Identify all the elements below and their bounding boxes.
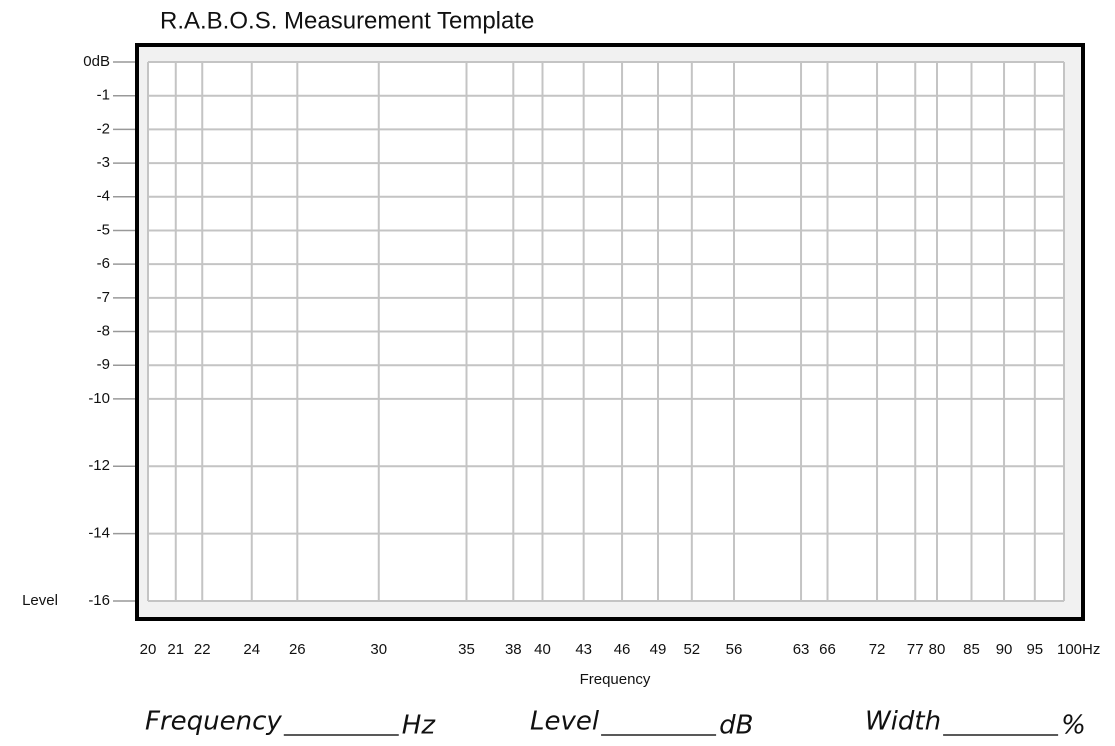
- field-unit: %: [1061, 711, 1086, 741]
- field-label: Width: [865, 707, 941, 737]
- x-axis-label: Frequency: [580, 671, 651, 688]
- y-tick-label: -2: [97, 120, 110, 137]
- y-tick-label: -14: [88, 525, 110, 542]
- field-label: Level: [530, 707, 600, 737]
- x-tick-label: 40: [534, 641, 551, 658]
- x-tick-label: 63: [793, 641, 810, 658]
- x-tick-label: 100Hz: [1057, 641, 1100, 658]
- x-tick-label: 38: [505, 641, 522, 658]
- y-tick-label: -5: [97, 221, 110, 238]
- x-tick-label: 30: [370, 641, 387, 658]
- y-tick-label: -9: [97, 356, 110, 373]
- field-unit: Hz: [402, 711, 437, 741]
- x-tick-label: 26: [289, 641, 306, 658]
- x-tick-label: 20: [140, 641, 157, 658]
- y-tick-label: -16: [88, 592, 110, 609]
- y-axis-label: Level: [22, 592, 58, 609]
- plot-frame: [135, 43, 1085, 621]
- y-tick-label: -6: [97, 255, 110, 272]
- y-tick-label: -12: [88, 457, 110, 474]
- field-unit: dB: [719, 711, 753, 741]
- x-tick-label: 52: [683, 641, 700, 658]
- x-tick-label: 24: [243, 641, 260, 658]
- x-tick-label: 72: [869, 641, 886, 658]
- x-tick-label: 66: [819, 641, 836, 658]
- grid: 0dB -1 -2 -3 -4 -5 -6 -7 -8 -9 -10 -12 -14 -16 20 21 22 2…: [83, 53, 1100, 658]
- x-tick-label: 90: [996, 641, 1013, 658]
- x-tick-label: 22: [194, 641, 211, 658]
- x-tick-label: 80: [929, 641, 946, 658]
- x-tick-label: 43: [575, 641, 592, 658]
- x-tick-label: 95: [1026, 641, 1043, 658]
- y-tick-label: 0dB: [83, 53, 110, 70]
- y-tick-label: -8: [97, 322, 110, 339]
- x-tick-label: 46: [614, 641, 631, 658]
- x-tick-label: 49: [650, 641, 667, 658]
- x-tick-label: 21: [167, 641, 184, 658]
- y-tick-label: -7: [97, 289, 110, 306]
- chart-title: R.A.B.O.S. Measurement Template: [160, 7, 534, 34]
- x-tick-label: 56: [726, 641, 743, 658]
- y-tick-label: -4: [97, 188, 110, 205]
- x-tick-label: 35: [458, 641, 475, 658]
- field-label: Frequency: [145, 707, 282, 737]
- x-tick-label: 85: [963, 641, 980, 658]
- form-fields: Frequency Hz Level dB Width%: [145, 707, 1086, 741]
- x-tick-label: 77: [907, 641, 924, 658]
- y-tick-label: -1: [97, 87, 110, 104]
- y-tick-label: -10: [88, 390, 110, 407]
- y-tick-label: -3: [97, 154, 110, 171]
